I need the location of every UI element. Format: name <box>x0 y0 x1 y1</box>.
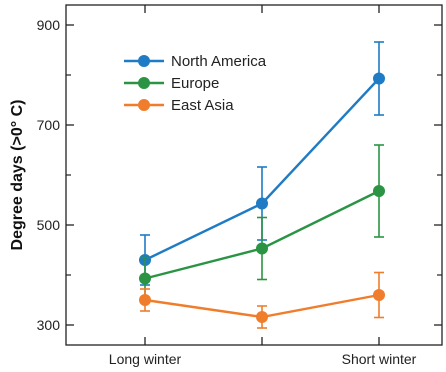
ticks: 300 500 700 900 Long winter Short winter <box>37 5 442 367</box>
legend-marker <box>138 99 150 111</box>
series-europe <box>139 144 385 301</box>
legend-label: East Asia <box>171 97 234 114</box>
data-point <box>373 72 385 85</box>
y-axis-label: Degree days (>0° C) <box>9 100 26 251</box>
legend-marker <box>138 55 150 67</box>
data-point <box>256 242 268 255</box>
series-north-america <box>139 41 385 286</box>
data-point <box>373 185 385 197</box>
y-tick-label: 700 <box>37 117 61 133</box>
legend: North America Europe East Asia <box>124 53 267 114</box>
data-point <box>139 294 151 306</box>
series <box>139 41 385 329</box>
y-tick-label: 900 <box>37 17 61 33</box>
y-tick-label: 500 <box>37 217 61 233</box>
data-point <box>373 289 385 301</box>
x-tick-label: Short winter <box>342 351 417 367</box>
series-east-asia <box>139 271 385 329</box>
data-point <box>139 272 151 285</box>
data-point <box>256 197 268 210</box>
legend-marker <box>138 77 150 89</box>
legend-label: Europe <box>171 75 219 92</box>
legend-label: North America <box>171 53 267 70</box>
data-point <box>256 311 268 323</box>
y-tick-label: 300 <box>37 317 61 333</box>
x-tick-label: Long winter <box>109 351 182 367</box>
